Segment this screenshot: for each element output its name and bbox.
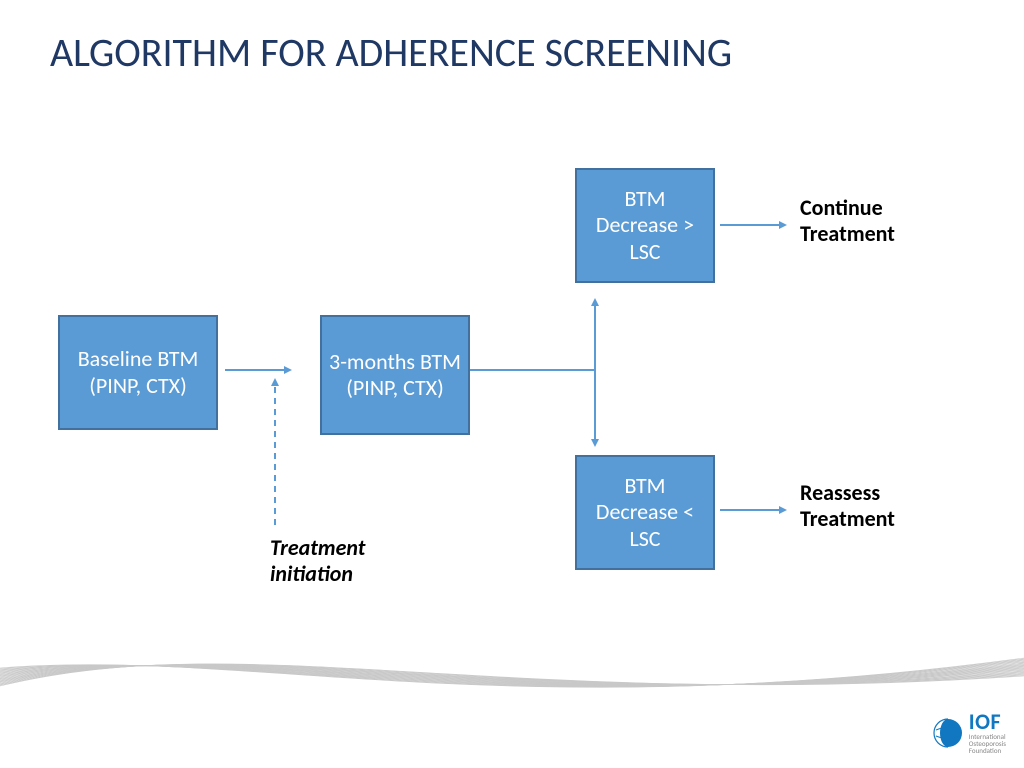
node-decrease-lt: BTM Decrease < LSC	[575, 455, 715, 570]
node-decrease-gt: BTM Decrease > LSC	[575, 168, 715, 283]
logo-text: IOF International Osteoporosis Foundatio…	[969, 711, 1006, 754]
node-baseline-label: Baseline BTM (PINP, CTX)	[64, 346, 212, 399]
node-three-months-label: 3-months BTM (PINP, CTX)	[326, 349, 464, 402]
globe-icon	[933, 718, 963, 748]
slide: ALGORITHM FOR ADHERENCE SCREENING Baseli…	[0, 0, 1024, 768]
logo-sub3: Foundation	[969, 747, 1006, 754]
slide-title: ALGORITHM FOR ADHERENCE SCREENING	[50, 28, 750, 77]
decorative-wave	[0, 608, 1024, 738]
node-decrease-gt-label: BTM Decrease > LSC	[581, 186, 709, 265]
outcome-continue: Continue Treatment	[800, 195, 980, 248]
logo-acronym: IOF	[969, 711, 1006, 733]
node-three-months: 3-months BTM (PINP, CTX)	[320, 315, 470, 435]
iof-logo: IOF International Osteoporosis Foundatio…	[933, 711, 1006, 754]
outcome-reassess: Reassess Treatment	[800, 480, 980, 533]
node-decrease-lt-label: BTM Decrease < LSC	[581, 473, 709, 552]
node-baseline: Baseline BTM (PINP, CTX)	[58, 315, 218, 430]
annotation-treatment-initiation: Treatment initiation	[270, 535, 420, 588]
